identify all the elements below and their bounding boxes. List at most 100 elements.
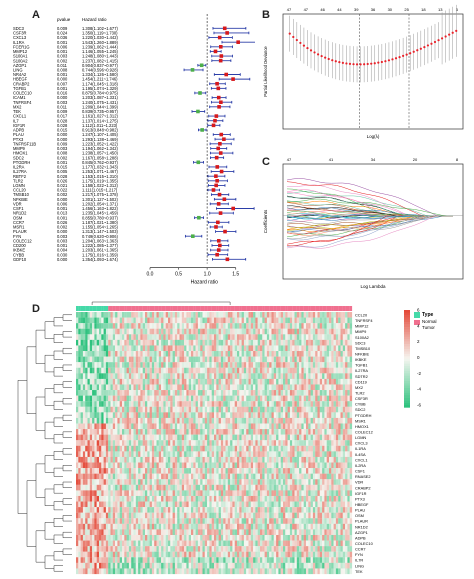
group-annotation (209, 306, 212, 311)
group-annotation (285, 306, 288, 311)
heatmap-cell (135, 429, 139, 435)
heatmap-cell (216, 434, 219, 441)
heatmap-cell (218, 323, 221, 329)
heatmap-cell (96, 345, 100, 352)
heatmap-cell (342, 395, 346, 402)
heatmap-cell (335, 451, 339, 458)
heatmap-cell (232, 395, 235, 402)
cv-point (359, 63, 362, 66)
cv-point (419, 47, 422, 50)
heatmap-cell (80, 317, 83, 324)
heatmap-cell (303, 451, 307, 458)
heatmap-cell (197, 501, 201, 508)
heatmap-cell (179, 356, 182, 363)
heatmap-cell (202, 390, 205, 396)
heatmap-cell (306, 390, 309, 396)
heatmap-cell (119, 484, 123, 491)
heatmap-cell (241, 423, 244, 430)
group-annotation (211, 306, 215, 311)
gene-label: S100A1 (13, 54, 28, 59)
heatmap-cell (312, 468, 316, 474)
heatmap-cell (294, 406, 297, 413)
heatmap-cell (80, 362, 83, 368)
heatmap-cell (87, 490, 90, 497)
heatmap-cell (165, 317, 169, 324)
heatmap-cell (211, 429, 215, 435)
heatmap-cell (165, 507, 169, 513)
heatmap-cell (287, 484, 290, 491)
heatmap-cell (223, 495, 226, 502)
heatmap-cell (179, 345, 182, 352)
heatmap-cell (349, 429, 353, 435)
heatmap-cell (296, 401, 300, 407)
pvalue-label: 0.000 (57, 132, 68, 137)
heatmap-cell (80, 323, 83, 329)
heatmap-cell (289, 317, 293, 324)
heatmap-cell (174, 495, 178, 502)
heatmap-cell (326, 462, 330, 469)
heatmap-cell (140, 445, 143, 452)
heatmap-cell (303, 401, 307, 407)
heatmap-cell (211, 401, 215, 407)
heatmap-cell (283, 378, 286, 385)
heatmap-cell (177, 473, 180, 480)
heatmap-cell (112, 507, 116, 513)
heatmap-cell (142, 473, 146, 480)
heatmap-cell (234, 468, 238, 474)
heatmap-cell (117, 445, 120, 452)
heatmap-cell (128, 473, 132, 480)
pvalue-label: 0.026 (57, 178, 68, 183)
heatmap-cell (269, 473, 272, 480)
heatmap-cell (276, 401, 279, 407)
heatmap-cell (99, 451, 102, 458)
heatmap-cell (232, 479, 235, 485)
heatmap-cell (96, 378, 100, 385)
heatmap-cell (271, 395, 274, 402)
heatmap-cell (299, 390, 302, 396)
heatmap-cell (147, 495, 150, 502)
heatmap-cell (115, 339, 118, 346)
heatmap-cell (225, 468, 228, 474)
heatmap-cell (239, 356, 242, 363)
heatmap-cell (92, 417, 95, 424)
hr-point (214, 174, 218, 178)
heatmap-cell (135, 345, 139, 352)
heatmap-cell (105, 401, 109, 407)
heatmap-cell (186, 462, 189, 469)
heatmap-cell (161, 351, 164, 357)
heatmap-cell (225, 507, 228, 513)
heatmap-cell (154, 440, 157, 446)
heatmap-cell (211, 334, 215, 340)
heatmap-cell (103, 339, 106, 346)
heatmap-cell (257, 462, 261, 469)
hr-point (213, 118, 217, 123)
heatmap-cell (181, 323, 185, 329)
heatmap-cell (174, 373, 178, 379)
hr-label: 0.744(0.596~0.928) (82, 67, 118, 72)
heatmap-cell (188, 473, 192, 480)
heatmap-cell (324, 479, 327, 485)
heatmap-cell (174, 479, 178, 485)
heatmap-cell (340, 384, 343, 391)
heatmap-cell (225, 334, 228, 340)
heatmap-cell (301, 440, 304, 446)
heatmap-cell (211, 384, 215, 391)
row-gene-label: HBEGF (355, 502, 369, 507)
heatmap-cell (161, 367, 164, 374)
heatmap-cell (250, 440, 254, 446)
heatmap-cell (292, 312, 295, 318)
heatmap-cell (191, 367, 194, 374)
heatmap-cell (85, 417, 88, 424)
heatmap-cell (308, 462, 311, 469)
heatmap-cell (94, 451, 97, 458)
heatmap-cell (345, 334, 348, 340)
row-gene-label: PTGDRH (355, 413, 372, 418)
heatmap-cell (103, 507, 106, 513)
heatmap-cell (131, 484, 134, 491)
heatmap-cell (312, 367, 316, 374)
heatmap-cell (126, 495, 129, 502)
heatmap-cell (283, 473, 286, 480)
heatmap-cell (133, 412, 136, 419)
heatmap-cell (308, 495, 311, 502)
heatmap-cell (147, 406, 150, 413)
